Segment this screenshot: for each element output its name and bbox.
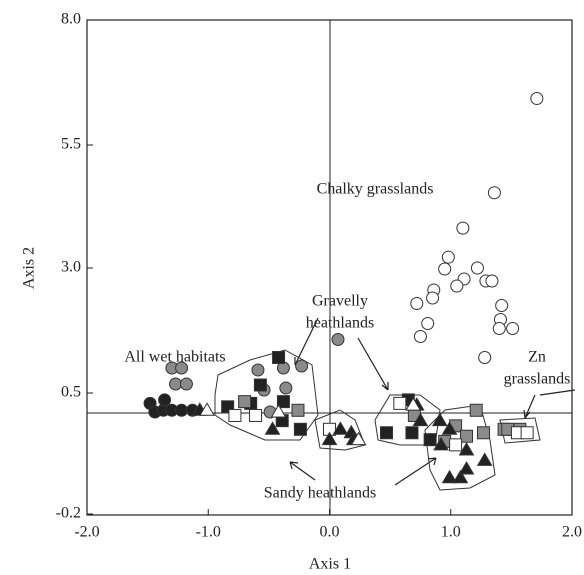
point — [495, 299, 509, 312]
point — [270, 404, 287, 418]
y-tick-label: 8.0 — [61, 11, 81, 28]
point — [405, 426, 419, 440]
point — [530, 92, 544, 105]
point — [332, 421, 349, 435]
point — [476, 452, 493, 466]
point — [421, 317, 435, 330]
point — [169, 377, 183, 391]
point — [423, 433, 437, 447]
x-tick-label: 1.0 — [441, 524, 461, 541]
point — [476, 426, 490, 440]
point — [470, 261, 484, 275]
point — [295, 359, 309, 373]
point — [293, 422, 307, 436]
point — [158, 393, 172, 407]
point — [264, 421, 281, 435]
point — [276, 395, 290, 409]
point — [175, 403, 189, 417]
point — [431, 412, 448, 427]
point — [379, 426, 393, 440]
annotation: grasslands — [504, 371, 571, 388]
x-tick-label: -2.0 — [74, 524, 99, 541]
arrow — [289, 461, 316, 481]
y-tick-label: -0.2 — [56, 505, 81, 522]
point — [458, 442, 475, 456]
point — [460, 429, 474, 443]
x-axis-label: Axis 1 — [309, 556, 351, 573]
point — [321, 431, 338, 446]
point — [485, 274, 499, 288]
point — [450, 279, 464, 293]
arrow — [357, 337, 389, 391]
point — [441, 469, 458, 484]
arrow — [539, 389, 576, 396]
x-tick-label: 0.0 — [320, 524, 340, 541]
point — [253, 378, 267, 392]
x-tick-label: -1.0 — [196, 524, 221, 541]
point — [413, 330, 427, 343]
point — [441, 250, 455, 264]
point — [291, 403, 305, 417]
hull — [214, 349, 319, 441]
point — [410, 297, 424, 310]
point — [433, 436, 449, 451]
hull — [424, 404, 496, 491]
point — [449, 438, 463, 452]
point — [478, 351, 492, 364]
arrow — [523, 394, 536, 419]
point — [228, 408, 242, 422]
point — [412, 412, 429, 427]
hull — [374, 394, 441, 446]
point — [272, 351, 286, 364]
point — [393, 396, 407, 410]
point — [520, 426, 534, 440]
annotation: All wet habitats — [124, 349, 225, 366]
y-tick-label: 0.5 — [61, 384, 81, 401]
point — [279, 381, 293, 395]
point — [492, 322, 506, 335]
point — [438, 262, 452, 276]
point — [175, 361, 189, 375]
point — [456, 221, 470, 235]
point — [179, 377, 193, 391]
annotation: Zn — [528, 349, 546, 366]
point — [458, 461, 475, 475]
point — [426, 291, 440, 305]
point — [249, 408, 263, 422]
annotation: Gravelly — [312, 293, 368, 310]
point — [487, 186, 501, 200]
point — [405, 397, 422, 411]
arrow — [394, 457, 437, 486]
point — [350, 431, 367, 446]
annotation: Sandy heathlands — [264, 485, 376, 502]
y-axis-label: Axis 2 — [21, 247, 38, 289]
hulls — [214, 349, 541, 491]
annotation: heathlands — [306, 315, 374, 332]
point — [469, 403, 483, 417]
annotation: Chalky grasslands — [317, 181, 434, 198]
point — [331, 333, 345, 346]
y-tick-label: 5.5 — [61, 136, 81, 153]
point — [238, 395, 252, 409]
x-tick-label: 2.0 — [562, 524, 582, 541]
point — [452, 469, 469, 484]
point — [441, 421, 458, 435]
point — [251, 363, 265, 377]
y-tick-label: 3.0 — [61, 259, 81, 276]
point — [199, 402, 215, 416]
point — [506, 322, 520, 335]
